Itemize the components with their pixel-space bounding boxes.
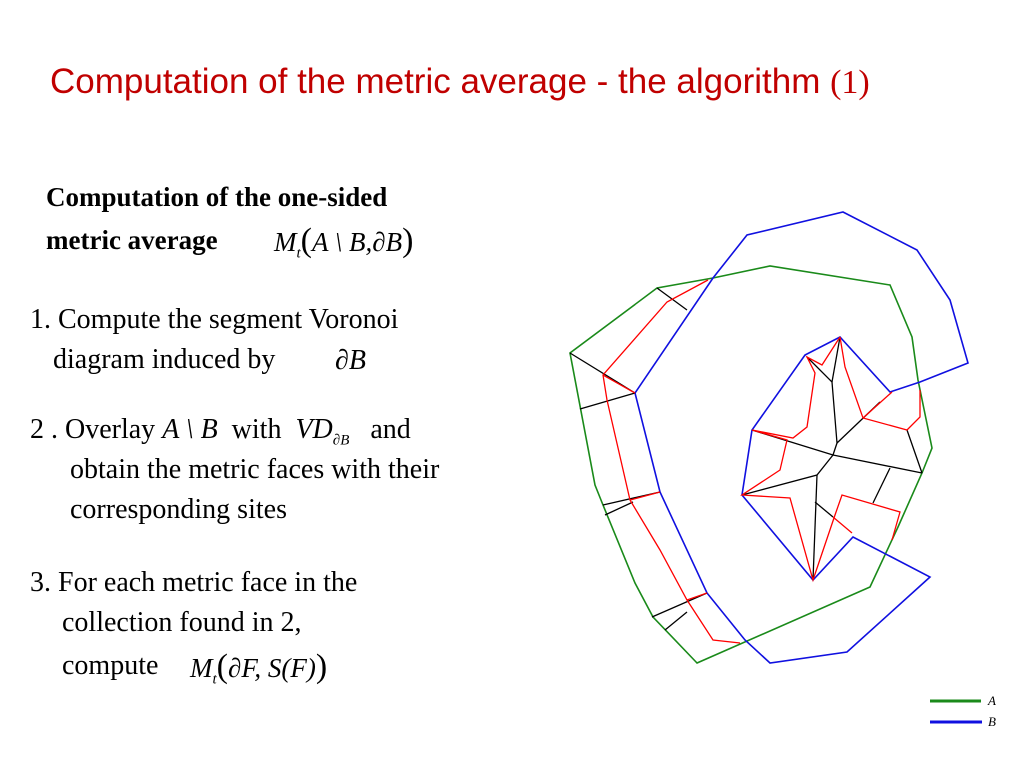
polygon-b	[634, 211, 969, 664]
step2-text-a: 2 . Overlay	[30, 414, 156, 445]
title-number: (1)	[830, 64, 870, 101]
voronoi-edges	[569, 287, 923, 631]
step2-text-c: and	[370, 414, 411, 445]
step2-line1: 2 . Overlay A \ B with VD∂B and	[30, 414, 411, 450]
formula-args: A \ B,∂B	[312, 227, 403, 257]
step2-text-b: with	[231, 414, 282, 445]
step3-line1: 3. For each metric face in the	[30, 567, 358, 598]
formula-close: )	[402, 222, 414, 259]
title-text: Computation of the metric average - the …	[50, 62, 831, 101]
step2-math1: A \ B	[162, 414, 218, 445]
polygon-a	[569, 265, 933, 664]
step2-math2: VD∂B	[295, 414, 350, 449]
step2-line2: obtain the metric faces with their	[70, 454, 440, 485]
formula-sub: t	[296, 245, 301, 262]
heading-line2: metric average	[46, 225, 218, 255]
formula-open: (	[300, 222, 312, 259]
step1-line1: 1. Compute the segment Voronoi	[30, 304, 399, 335]
formula-m: M	[274, 227, 297, 257]
step1-math: ∂B	[335, 345, 366, 376]
step3-formula: Mt(∂F, S(F))	[190, 648, 328, 688]
slide-title: Computation of the metric average - the …	[50, 62, 870, 102]
step3-line3: compute	[62, 650, 159, 681]
legend-label-a: A	[988, 693, 996, 708]
step2-line3: corresponding sites	[70, 494, 287, 525]
metric-faces	[602, 279, 921, 644]
step1-line2: diagram induced by	[53, 344, 276, 375]
heading-formula: Mt(A \ B,∂B)	[274, 222, 413, 262]
step3-line2: collection found in 2,	[62, 607, 302, 638]
legend-label-b: B	[988, 714, 996, 729]
heading-line1: Computation of the one-sided	[46, 182, 388, 212]
